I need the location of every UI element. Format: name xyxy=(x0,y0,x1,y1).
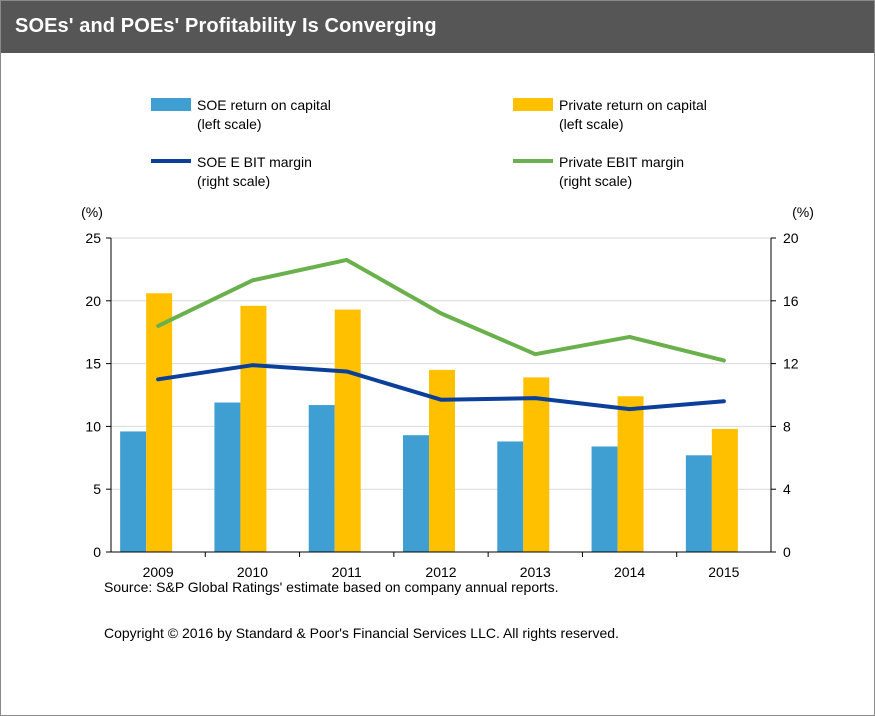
chart-title: SOEs' and POEs' Profitability Is Converg… xyxy=(15,15,437,37)
bar-private-roc xyxy=(523,377,550,552)
legend-label: Private return on capital xyxy=(559,97,707,113)
bar-soe-roc xyxy=(591,446,618,552)
left-tick-label: 5 xyxy=(93,481,101,497)
right-tick-label: 4 xyxy=(783,481,791,497)
legend-note: (right scale) xyxy=(559,173,632,189)
legend-label: Private EBIT margin xyxy=(559,154,684,170)
legend-label: SOE return on capital xyxy=(197,97,331,113)
x-tick-label: 2015 xyxy=(708,564,739,580)
x-tick-label: 2009 xyxy=(143,564,174,580)
x-tick-label: 2012 xyxy=(425,564,456,580)
legend-note: (right scale) xyxy=(197,173,270,189)
right-tick-label: 16 xyxy=(783,293,799,309)
left-tick-label: 0 xyxy=(93,544,101,560)
left-tick-label: 25 xyxy=(85,230,101,246)
bar-soe-roc xyxy=(497,441,524,552)
x-tick-label: 2010 xyxy=(237,564,268,580)
legend-swatch xyxy=(151,98,191,111)
bar-private-roc xyxy=(146,293,173,552)
bar-private-roc xyxy=(240,305,267,552)
bar-soe-roc xyxy=(120,431,147,552)
right-tick-label: 0 xyxy=(783,544,791,560)
left-tick-label: 10 xyxy=(85,418,101,434)
copyright-note: Copyright © 2016 by Standard & Poor's Fi… xyxy=(104,625,619,641)
bar-soe-roc xyxy=(308,405,335,552)
bar-soe-roc xyxy=(214,402,241,552)
right-tick-label: 20 xyxy=(783,230,799,246)
title-bar: SOEs' and POEs' Profitability Is Converg… xyxy=(1,1,874,53)
left-axis-unit: (%) xyxy=(81,204,103,220)
right-tick-label: 8 xyxy=(783,418,791,434)
bar-private-roc xyxy=(617,396,644,552)
left-tick-label: 15 xyxy=(85,356,101,372)
bar-soe-roc xyxy=(403,435,429,552)
legend-note: (left scale) xyxy=(197,116,262,132)
legend-note: (left scale) xyxy=(559,116,624,132)
source-note: Source: S&P Global Ratings' estimate bas… xyxy=(104,579,559,595)
left-tick-label: 20 xyxy=(85,293,101,309)
bar-private-roc xyxy=(334,309,361,552)
right-tick-label: 12 xyxy=(783,356,799,372)
bar-private-roc xyxy=(711,428,738,552)
line-soe-ebit xyxy=(156,363,726,412)
x-tick-label: 2013 xyxy=(520,564,551,580)
x-tick-label: 2014 xyxy=(614,564,645,580)
legend-swatch xyxy=(513,98,553,111)
right-axis-unit: (%) xyxy=(792,204,814,220)
x-tick-label: 2011 xyxy=(332,564,362,580)
legend-label: SOE E BIT margin xyxy=(197,154,312,170)
bar-soe-roc xyxy=(685,455,712,552)
line-private-ebit xyxy=(156,257,726,363)
